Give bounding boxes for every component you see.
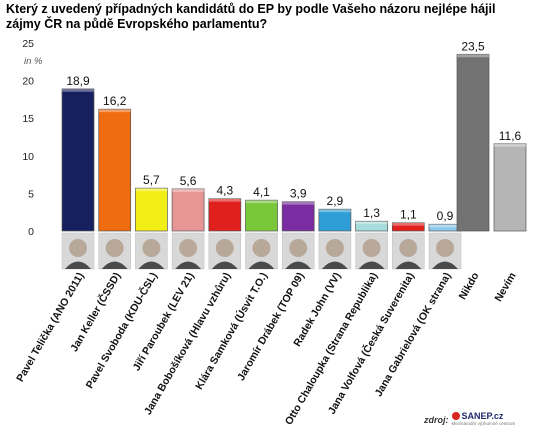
bar [171,188,205,232]
data-label: 5,7 [143,173,160,187]
source-credit: zdroj: SANEP.cz Mezinárodní výzkumné cen… [424,412,515,428]
data-label: 1,1 [400,208,417,222]
bar [98,108,132,232]
sanep-logo-icon [451,412,460,420]
candidate-photo-shoulders [101,261,128,269]
data-label: 18,9 [66,74,90,88]
bar-top-highlight [282,201,315,205]
y-tick-label: 20 [22,76,34,88]
data-label: 11,6 [499,129,522,143]
bar [318,208,352,232]
candidate-photo-face [105,239,124,257]
category-label: Jana Gabrielová (OK strana) [373,271,454,399]
bar [245,199,278,232]
candidate-photo-face [399,239,418,257]
y-tick-label: 10 [22,151,34,163]
candidate-photo-face [252,239,271,257]
data-label: 5,6 [180,174,197,188]
data-label: 3,9 [290,187,307,201]
bar [208,198,242,232]
bar [281,201,315,232]
data-label: 23,5 [461,39,485,53]
data-label: 16,2 [103,94,127,108]
bar [61,88,95,232]
source-label: zdroj: [424,415,449,425]
candidate-photo-shoulders [432,261,458,269]
candidate-photo-shoulders [395,261,422,269]
chart-title: Který z uvedený případných kandidátů do … [6,2,496,31]
candidate-photo-shoulders [285,261,312,269]
bar-top-highlight [429,224,461,228]
unit-label: in % [24,56,43,67]
candidate-photo-face [69,239,87,257]
category-label: Nikdo [457,271,482,302]
candidate-photo-shoulders [248,261,275,269]
data-label: 0,9 [437,209,454,223]
bar-top-highlight [318,209,351,213]
bar [493,143,527,232]
candidate-photo-shoulders [65,261,91,269]
bar-top-highlight [355,221,388,225]
candidate-photo-shoulders [138,261,165,269]
candidate-photo-shoulders [358,261,385,269]
bar-top-highlight [245,200,278,204]
bar [135,187,168,232]
bar-top-highlight [208,198,241,202]
candidate-photo-face [362,239,381,257]
bar-top-highlight [172,188,205,192]
candidate-photo-shoulders [321,261,348,269]
candidate-photo-shoulders [211,261,238,269]
bar [355,220,388,232]
candidate-photo-face [179,239,198,257]
candidate-photo-face [325,239,344,257]
candidate-photo-face [436,239,454,257]
y-tick-label: 25 [22,38,34,50]
candidate-photo-shoulders [175,261,202,269]
y-tick-label: 0 [28,226,34,238]
data-label: 4,1 [253,185,270,199]
y-tick-label: 15 [22,113,34,125]
category-label: Klára Samková (Úsvit T.O.) [192,270,270,392]
data-label: 1,3 [363,206,380,220]
bar [456,53,490,232]
bar [391,222,425,232]
candidate-photo-face [215,239,234,257]
bar-top-highlight [392,222,425,226]
bar-top-highlight [457,54,489,58]
bar-top-highlight [135,188,168,192]
candidate-photo-face [142,239,161,257]
candidate-photo-face [289,239,308,257]
category-label: Pavel Svoboda (KDU-ČSL) [83,270,160,391]
category-label: Jaromír Drábek (TOP 09) [235,271,307,383]
bar-top-highlight [62,88,94,92]
category-label: Nevím [492,271,518,304]
y-tick-label: 5 [28,188,34,200]
bar-top-highlight [98,109,131,113]
bar-top-highlight [494,143,526,147]
sanep-logo: SANEP.cz Mezinárodní výzkumné centrum [451,411,516,426]
category-label: Pavel Telička (ANO 2011) [14,271,86,384]
data-label: 4,3 [216,184,233,198]
data-label: 2,9 [327,194,344,208]
